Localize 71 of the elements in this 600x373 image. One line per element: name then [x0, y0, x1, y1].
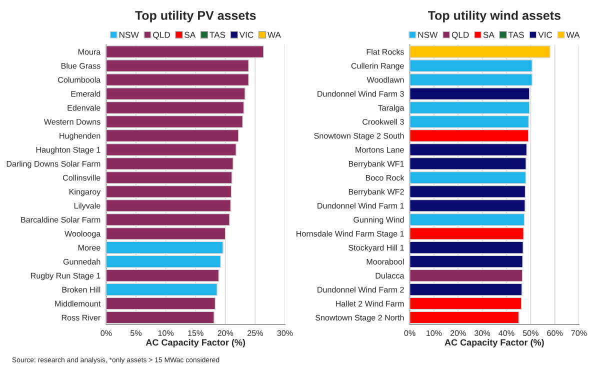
y-tick-label: Collinsville [63, 174, 100, 181]
y-tick-label: Western Downs [44, 119, 100, 125]
x-tick-label: 30% [474, 330, 490, 336]
y-tick-label: Middlemount [55, 300, 101, 307]
y-tick-label: Gunning Wind [354, 216, 404, 224]
y-tick-label: Moorabool [366, 258, 404, 265]
chart-title: Top utility PV assets [135, 10, 256, 22]
legend-label: SA [483, 32, 494, 38]
y-tick-label: Mortons Lane [356, 147, 404, 153]
y-tick-label: Blue Grass [61, 62, 100, 69]
y-tick-label: Flat Rocks [366, 48, 404, 55]
y-tick-label: Rugby Run Stage 1 [31, 272, 100, 280]
y-tick-label: Broken Hill [62, 286, 100, 293]
y-tick-label: Hughenden [60, 132, 100, 140]
legend-label: WA [267, 32, 281, 38]
x-tick-label: 10% [426, 330, 442, 336]
legend-label: SA [184, 32, 196, 38]
x-tick-label: 20% [218, 330, 234, 336]
y-tick-label: Barcaldine Solar Farm [21, 216, 100, 223]
y-tick-label: Snowtown Stage 2 South [314, 132, 404, 140]
y-tick-label: Lilyvale [74, 202, 100, 210]
y-tick-label: Boco Rock [366, 174, 404, 181]
legend-label: WA [566, 32, 580, 38]
y-tick-label: Hallet 2 Wind Farm [336, 300, 404, 307]
y-tick-label: Gunnedah [63, 258, 100, 265]
y-tick-label: Crookwell 3 [362, 118, 404, 125]
y-tick-label: Taralga [378, 104, 404, 112]
legend-label: QLD [153, 32, 170, 40]
x-tick-label: 40% [498, 330, 514, 336]
x-tick-label: 25% [248, 330, 263, 336]
y-tick-label: Cullerin Range [351, 62, 404, 70]
y-tick-label: Moree [78, 244, 100, 251]
x-axis-title: AC Capacity Factor (%) [146, 338, 246, 348]
legend-label: TAS [508, 32, 524, 38]
y-tick-label: Haughton Stage 1 [36, 146, 100, 154]
y-tick-label: Ross River [62, 314, 101, 321]
x-tick-label: 50% [522, 330, 538, 336]
y-tick-label: Darling Downs Solar Farm [6, 160, 100, 168]
x-tick-label: 20% [450, 330, 466, 336]
legend-label: QLD [452, 32, 469, 40]
x-tick-label: 70% [571, 330, 587, 336]
x-tick-label: 60% [547, 330, 563, 336]
y-tick-label: Hornsdale Wind Farm Stage 1 [296, 230, 404, 238]
x-axis-title: AC Capacity Factor (%) [444, 338, 544, 348]
legend-label: VIC [538, 32, 552, 38]
y-tick-label: Snowtown Stage 2 North [316, 314, 404, 322]
legend-label: VIC [239, 32, 254, 38]
y-tick-label: Dulacca [376, 272, 404, 279]
x-tick-label: 0% [100, 330, 112, 336]
y-tick-label: Kingaroy [70, 188, 101, 196]
x-tick-label: 30% [277, 330, 293, 336]
y-tick-label: Stockyard Hill 1 [348, 244, 404, 252]
y-tick-label: Edenvale [68, 104, 100, 111]
legend-label: NSW [120, 32, 139, 38]
x-tick-label: 10% [158, 330, 174, 336]
y-tick-label: Dundonnel Wind Farm 3 [318, 90, 404, 97]
y-tick-label: Dundonnel Wind Farm 1 [318, 202, 404, 209]
x-tick-label: 5% [130, 330, 142, 336]
y-tick-label: Berrybank WF2 [348, 188, 404, 196]
y-tick-label: Woolooga [64, 230, 101, 238]
y-tick-label: Columboola [58, 76, 101, 83]
legend-label: NSW [418, 32, 438, 38]
x-tick-label: 0% [404, 330, 416, 336]
y-tick-label: Dundonnel Wind Farm 2 [318, 286, 404, 293]
chart-title: Top utility wind assets [428, 10, 560, 22]
x-tick-label: 15% [188, 330, 204, 336]
y-tick-label: Emerald [71, 90, 100, 97]
y-tick-label: Moura [78, 49, 101, 55]
legend-label: TAS [210, 32, 226, 38]
y-tick-label: Berrybank WF1 [348, 160, 404, 168]
y-tick-label: Woodlawn [366, 76, 404, 83]
